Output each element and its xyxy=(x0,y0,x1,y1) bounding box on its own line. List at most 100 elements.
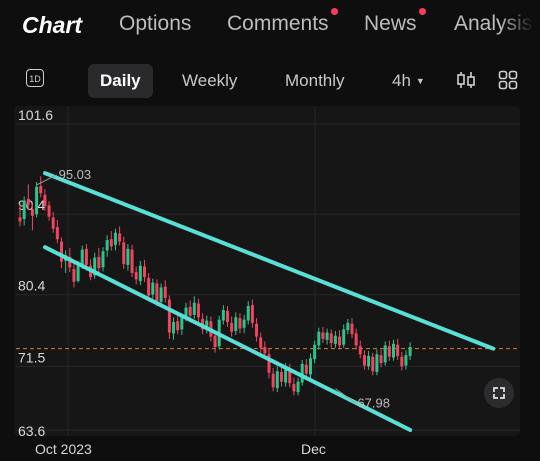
candle-down xyxy=(350,323,354,335)
candlestick-chart-svg[interactable]: 101.690.480.471.563.6 Oct 2023 Dec 95.036… xyxy=(0,106,540,461)
candle-down xyxy=(72,268,76,282)
lower-trend-line xyxy=(43,245,413,432)
x-axis-tick-label: Oct 2023 xyxy=(35,441,92,457)
candle-up xyxy=(180,317,184,330)
candle-down xyxy=(396,344,400,356)
news-badge-dot xyxy=(418,8,426,15)
tab-options[interactable]: Options xyxy=(119,12,192,35)
candle-down xyxy=(255,323,259,337)
candle-down xyxy=(147,277,151,296)
candle-down xyxy=(329,333,333,344)
candle-up xyxy=(392,343,395,358)
day-calendar-icon[interactable]: 1D xyxy=(26,69,44,87)
candle-down xyxy=(51,217,55,229)
candle-down xyxy=(60,241,63,262)
candle-down xyxy=(271,373,275,388)
chevron-down-icon: ▼ xyxy=(415,76,425,86)
candle-up xyxy=(22,200,26,220)
candle-down xyxy=(130,249,134,273)
candle-up xyxy=(205,320,209,329)
candle-down xyxy=(68,256,72,268)
candle-down xyxy=(226,310,229,323)
candle-down xyxy=(26,198,30,205)
fullscreen-button[interactable] xyxy=(484,378,514,408)
candle-up xyxy=(76,264,80,282)
candle-down xyxy=(118,233,122,242)
candle-down xyxy=(122,242,126,265)
candle-up xyxy=(159,287,163,302)
candle-down xyxy=(109,239,113,247)
candle-up xyxy=(93,257,97,276)
high-marker-leader xyxy=(36,174,57,186)
candle-up xyxy=(404,355,408,366)
candle-down xyxy=(30,209,34,216)
candle-up xyxy=(367,355,371,367)
candle-up xyxy=(80,249,84,265)
candle-down xyxy=(176,321,180,331)
candle-up xyxy=(333,335,337,344)
candle-up xyxy=(246,305,250,321)
candle-down xyxy=(213,335,217,348)
comments-badge-dot xyxy=(330,8,338,15)
upper-trend-line xyxy=(43,171,496,351)
candle-down xyxy=(259,337,263,348)
candle-up xyxy=(242,319,246,328)
timeframe-dropdown[interactable]: 4h ▼ xyxy=(392,71,425,90)
tab-comments[interactable]: Comments xyxy=(227,8,338,36)
candle-up xyxy=(325,332,329,340)
candle-down xyxy=(196,303,200,318)
tab-fade-overlay xyxy=(500,0,540,54)
candle-down xyxy=(55,227,59,240)
candle-up xyxy=(221,310,225,321)
candle-down xyxy=(230,322,234,332)
candle-up xyxy=(296,381,300,393)
candle-down xyxy=(362,355,366,366)
period-daily-button[interactable]: Daily xyxy=(88,64,153,98)
y-axis-tick-label: 63.6 xyxy=(18,423,45,439)
candle-down xyxy=(279,372,283,382)
grid-icon[interactable] xyxy=(498,70,518,90)
price-chart[interactable]: 101.6 90.4 80.4 71.5 63.6 Oct 2023 Dec 95.03 6… xyxy=(0,106,540,461)
y-axis-tick-label: 101.6 xyxy=(18,107,53,123)
candle-down xyxy=(400,356,404,367)
candle-up xyxy=(35,186,39,215)
period-monthly-button[interactable]: Monthly xyxy=(285,71,345,90)
candle-down xyxy=(143,266,146,277)
candle-up xyxy=(300,363,304,383)
candle-up xyxy=(408,347,412,356)
candle-up xyxy=(105,239,109,251)
candle-down xyxy=(387,346,391,357)
candle-up xyxy=(234,317,238,331)
candlestick-icon[interactable] xyxy=(456,70,476,90)
candle-up xyxy=(383,345,387,363)
fullscreen-icon xyxy=(493,387,505,399)
candle-up xyxy=(138,265,142,282)
candle-down xyxy=(18,217,22,222)
tab-news[interactable]: News xyxy=(364,8,426,36)
candle-down xyxy=(84,248,88,265)
candle-down xyxy=(43,194,47,207)
low-price-annotation: 67.98 xyxy=(357,396,390,411)
candle-down xyxy=(250,305,254,323)
candle-up xyxy=(346,322,350,331)
candle-down xyxy=(304,364,308,374)
candle-up xyxy=(113,232,117,245)
candle-up xyxy=(184,307,188,317)
candle-down xyxy=(134,272,138,280)
chart-plot-area xyxy=(14,106,520,436)
candle-down xyxy=(163,286,167,298)
candle-up xyxy=(313,344,317,360)
top-tab-bar: Chart Options Comments News Analysis xyxy=(0,0,540,54)
candle-up xyxy=(317,331,321,346)
y-axis-tick-label: 71.5 xyxy=(18,349,45,365)
tab-chart[interactable]: Chart xyxy=(22,12,83,38)
chart-toolbar: 1D Daily Weekly Monthly 4h ▼ xyxy=(0,60,540,100)
high-price-annotation: 95.03 xyxy=(59,167,92,182)
candle-down xyxy=(292,384,296,392)
period-weekly-button[interactable]: Weekly xyxy=(182,71,238,90)
candle-down xyxy=(188,306,192,316)
candle-down xyxy=(267,354,271,373)
candle-up xyxy=(284,367,288,383)
candle-up xyxy=(101,251,105,268)
candle-down xyxy=(263,347,267,354)
